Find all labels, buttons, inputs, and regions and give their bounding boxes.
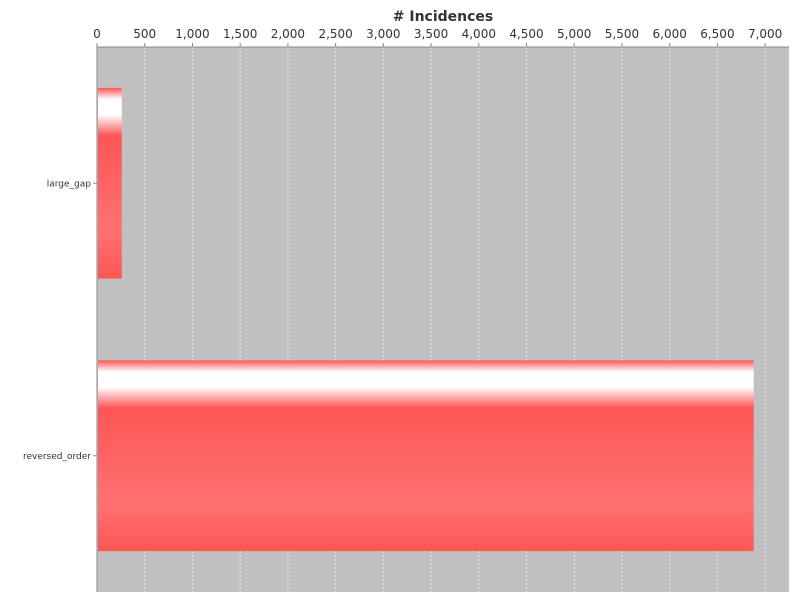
x-tick-label: 4,000 bbox=[462, 27, 496, 41]
x-tick-label: 2,500 bbox=[318, 27, 352, 41]
category-label: large_gap bbox=[47, 179, 92, 189]
x-tick-label: 6,500 bbox=[700, 27, 734, 41]
x-tick-label: 2,000 bbox=[271, 27, 305, 41]
gridlines bbox=[144, 47, 766, 592]
x-axis-ticks: 0 500 1,000 1,500 2,000 2,500 3,000 3,500 4,000 4… bbox=[93, 27, 782, 47]
x-axis-title: # Incidences bbox=[393, 9, 494, 25]
x-tick-label: 6,000 bbox=[653, 27, 687, 41]
bar-large-gap bbox=[98, 87, 122, 279]
x-tick-label: 5,500 bbox=[605, 27, 639, 41]
x-tick-label: 3,500 bbox=[414, 27, 448, 41]
x-tick-label: 0 bbox=[93, 27, 101, 41]
bar-reversed-order bbox=[98, 360, 754, 552]
x-tick-label: 7,000 bbox=[748, 27, 782, 41]
category-labels: large_gap reversed_order bbox=[23, 179, 97, 462]
x-tick-label: 5,000 bbox=[557, 27, 591, 41]
x-tick-label: 3,000 bbox=[366, 27, 400, 41]
category-label: reversed_order bbox=[23, 452, 91, 462]
x-tick-label: 1,000 bbox=[175, 27, 209, 41]
x-tick-label: 4,500 bbox=[509, 27, 543, 41]
x-tick-label: 1,500 bbox=[223, 27, 257, 41]
x-tick-label: 500 bbox=[133, 27, 156, 41]
bars bbox=[98, 87, 754, 552]
